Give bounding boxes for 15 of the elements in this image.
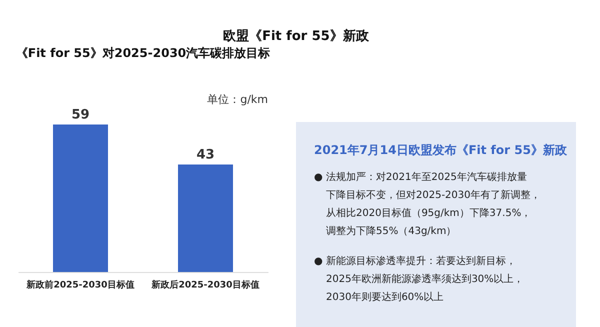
data-label: 59 xyxy=(71,108,90,122)
text: 欧盟《Fit for 55》新政 xyxy=(223,28,370,44)
text: 从相比2020目标值（95g/km）下降37.5%， xyxy=(326,207,532,219)
y-axis-title: 单位：g/km xyxy=(207,93,268,106)
data-label: 43 xyxy=(196,148,215,162)
x-tick-label: 新政前2025-2030目标值 xyxy=(26,280,134,290)
text: 调整为下降55%（43g/km） xyxy=(326,225,456,237)
x-tick-label: 新政后2025-2030目标值 xyxy=(150,280,260,290)
text: ● 法规加严：对2021年至2025年汽车碳排放量 xyxy=(314,171,527,183)
text: 2030年则要达到60%以上 xyxy=(326,291,444,303)
text: ● 新能源目标渗透率提升：若要达到新目标， xyxy=(314,255,516,267)
text: 2021年7月14日欧盟发布《Fit for 55》新政 xyxy=(314,143,568,157)
text: 下降目标不变，但对2025-2030年有了新调整， xyxy=(326,189,541,201)
text: 2025年欧洲新能源渗透率须达到30%以上， xyxy=(326,273,524,285)
chart-subtitle: 《Fit for 55》对2025-2030汽车碳排放目标 xyxy=(16,46,270,60)
